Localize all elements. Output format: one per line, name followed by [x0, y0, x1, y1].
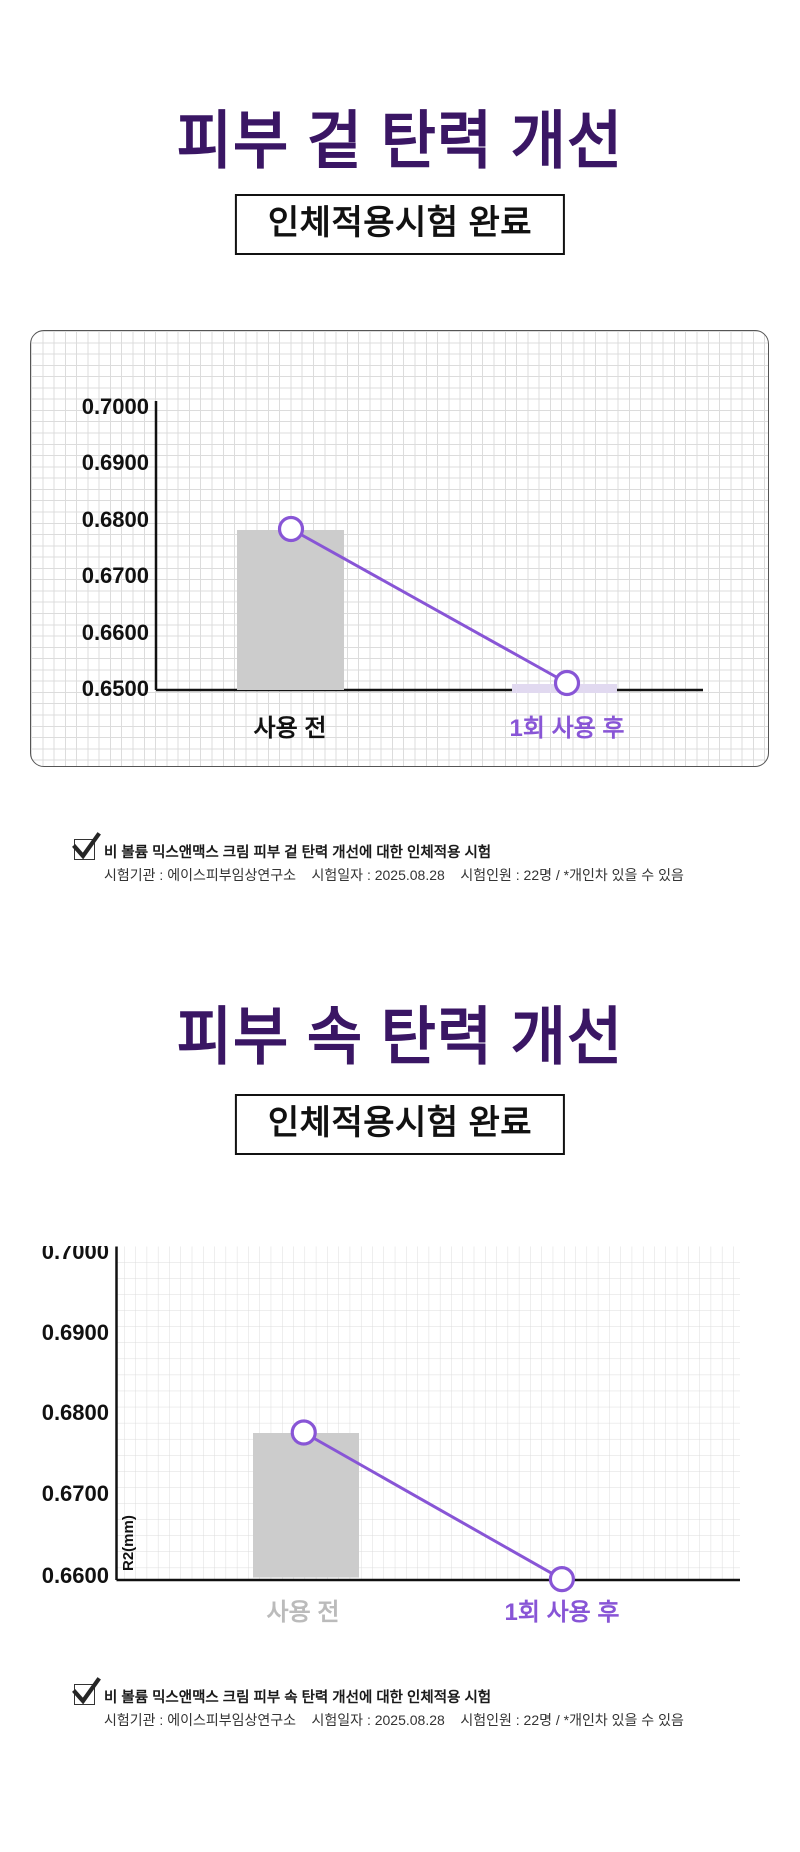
svg-text:1회 사용 후: 1회 사용 후 [504, 1599, 619, 1626]
svg-text:0.6700: 0.6700 [42, 1481, 109, 1506]
svg-text:0.6800: 0.6800 [82, 507, 149, 532]
svg-text:0.6900: 0.6900 [82, 450, 149, 475]
svg-text:0.6700: 0.6700 [82, 563, 149, 588]
svg-text:0.6800: 0.6800 [42, 1400, 109, 1425]
svg-text:사용 전: 사용 전 [254, 715, 327, 742]
svg-text:0.7000: 0.7000 [42, 1246, 109, 1264]
svg-text:R2(mm): R2(mm) [120, 1515, 137, 1571]
svg-text:1회 사용 후: 1회 사용 후 [509, 715, 624, 742]
svg-text:0.7000: 0.7000 [82, 394, 149, 419]
svg-text:0.6500: 0.6500 [82, 676, 149, 701]
svg-text:0.6900: 0.6900 [42, 1320, 109, 1345]
svg-text:0.6600: 0.6600 [82, 620, 149, 645]
svg-text:사용 전: 사용 전 [267, 1599, 340, 1626]
svg-text:0.6600: 0.6600 [42, 1563, 109, 1588]
